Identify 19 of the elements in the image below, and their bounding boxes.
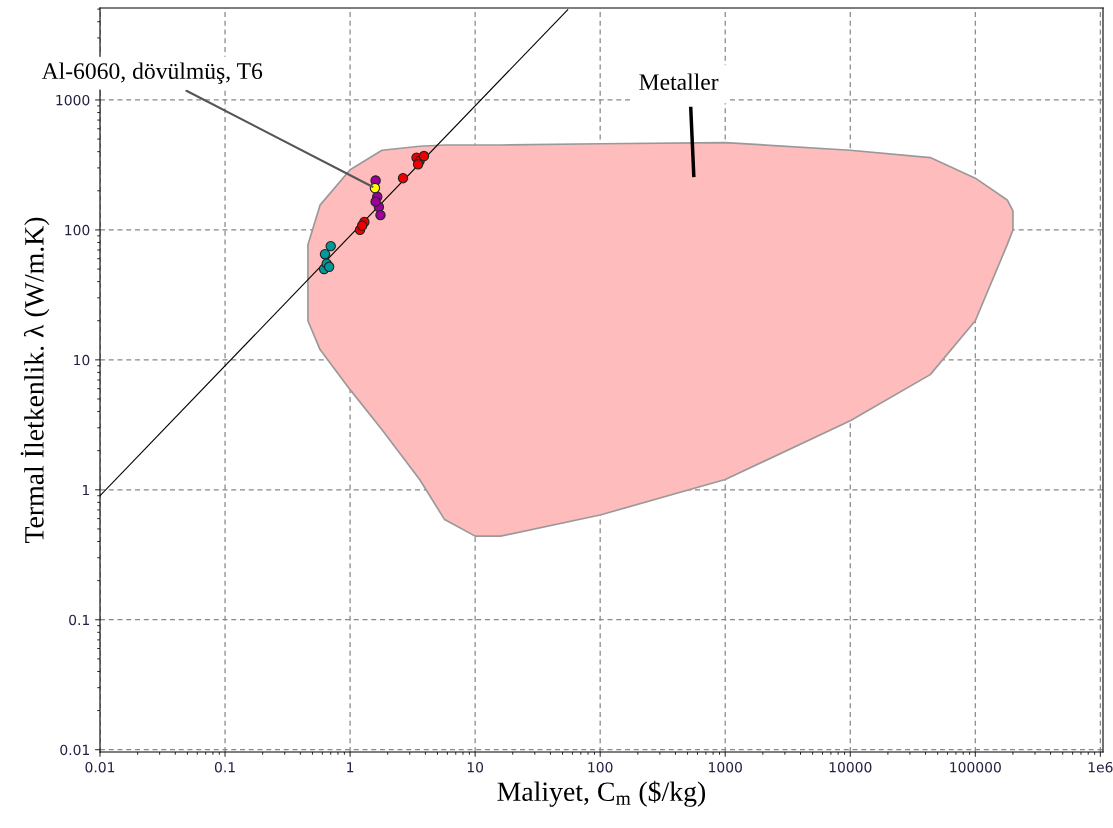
y-tick-label: 0.1 — [69, 614, 89, 626]
x-tick-label: 0.01 — [85, 761, 115, 773]
x-axis-title: Maliyet, C$_{m}$ ($/kg) — [497, 780, 706, 807]
y-tick-label: 0.01 — [60, 744, 89, 756]
x-tick-label: 1000 — [709, 761, 742, 773]
x-tick-label: 1e6 — [1088, 761, 1113, 773]
x-tick-label: 10000 — [829, 761, 872, 773]
x-tick-label: 0.1 — [214, 761, 235, 773]
x-tick-label: 10 — [467, 761, 484, 773]
y-axis-title: Termal İletkenlik. λ (W/m.K) — [20, 217, 50, 543]
y-tick-label: 10 — [74, 354, 90, 366]
y-tick-label: 100 — [65, 224, 90, 236]
x-tick-label: 100000 — [950, 761, 1001, 773]
x-tick-label: 1 — [347, 762, 354, 773]
annotation: Al-6060, dövülmüş, T6 — [41, 62, 263, 84]
y-tick-label: 1 — [82, 484, 89, 496]
annotation: Metaller — [639, 73, 719, 91]
x-tick-label: 100 — [588, 761, 613, 773]
y-tick-label: 1000 — [56, 94, 90, 106]
